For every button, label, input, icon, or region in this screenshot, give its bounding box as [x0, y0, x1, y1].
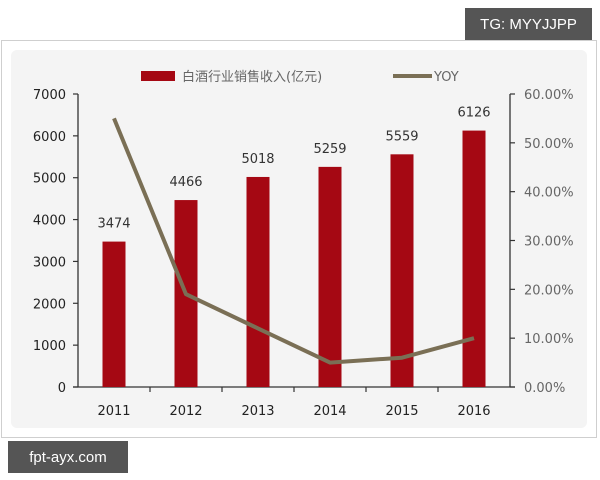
x-tick-label: 2012	[169, 404, 202, 419]
x-tick-label: 2014	[313, 404, 346, 419]
legend-bar-label: 白酒行业销售收入(亿元)	[182, 69, 322, 85]
bar	[318, 166, 342, 387]
left-tick-label: 3000	[33, 255, 66, 270]
left-tick-label: 6000	[33, 130, 66, 145]
watermark-bottom-left: fpt-ayx.com	[8, 441, 128, 473]
x-tick-label: 2015	[385, 404, 418, 419]
right-tick-label: 60.00%	[524, 88, 574, 103]
legend: 白酒行业销售收入(亿元) YOY	[141, 69, 459, 85]
left-tick-label: 7000	[33, 88, 66, 103]
bar-value-label: 5018	[241, 152, 274, 167]
left-tick-label: 4000	[33, 214, 66, 229]
bar-value-label: 4466	[169, 175, 202, 190]
right-tick-label: 40.00%	[524, 186, 574, 201]
bar-series: 3474 4466 5018 5259 5559 6126	[97, 106, 491, 388]
left-tick-label: 5000	[33, 172, 66, 187]
right-tick-label: 30.00%	[524, 235, 574, 250]
right-tick-label: 0.00%	[524, 381, 565, 396]
bar-value-label: 5259	[313, 142, 346, 157]
watermark-top-right: TG: MYYJJPP	[465, 8, 592, 41]
x-tick-label: 2013	[241, 404, 274, 419]
yoy-line-series	[112, 117, 475, 365]
x-tick-label: 2011	[97, 404, 130, 419]
axes: 0 1000 2000 3000 4000 5000 6000 7000 0.00% 10.00%…	[33, 88, 574, 419]
bar	[102, 241, 126, 387]
left-tick-label: 1000	[33, 339, 66, 354]
bar-value-label: 6126	[457, 106, 490, 121]
yoy-line	[112, 117, 475, 365]
bar-value-label: 3474	[97, 217, 130, 232]
legend-line-label: YOY	[433, 70, 459, 85]
x-tick-label: 2016	[457, 404, 490, 419]
legend-bar-swatch	[141, 71, 175, 81]
right-tick-label: 10.00%	[524, 332, 574, 347]
bar	[462, 130, 486, 388]
right-tick-label: 50.00%	[524, 137, 574, 152]
bar	[390, 154, 414, 387]
bar	[246, 176, 270, 387]
left-tick-label: 0	[58, 381, 66, 396]
right-tick-label: 20.00%	[524, 283, 574, 298]
bar-value-label: 5559	[385, 129, 418, 144]
left-tick-label: 2000	[33, 297, 66, 312]
